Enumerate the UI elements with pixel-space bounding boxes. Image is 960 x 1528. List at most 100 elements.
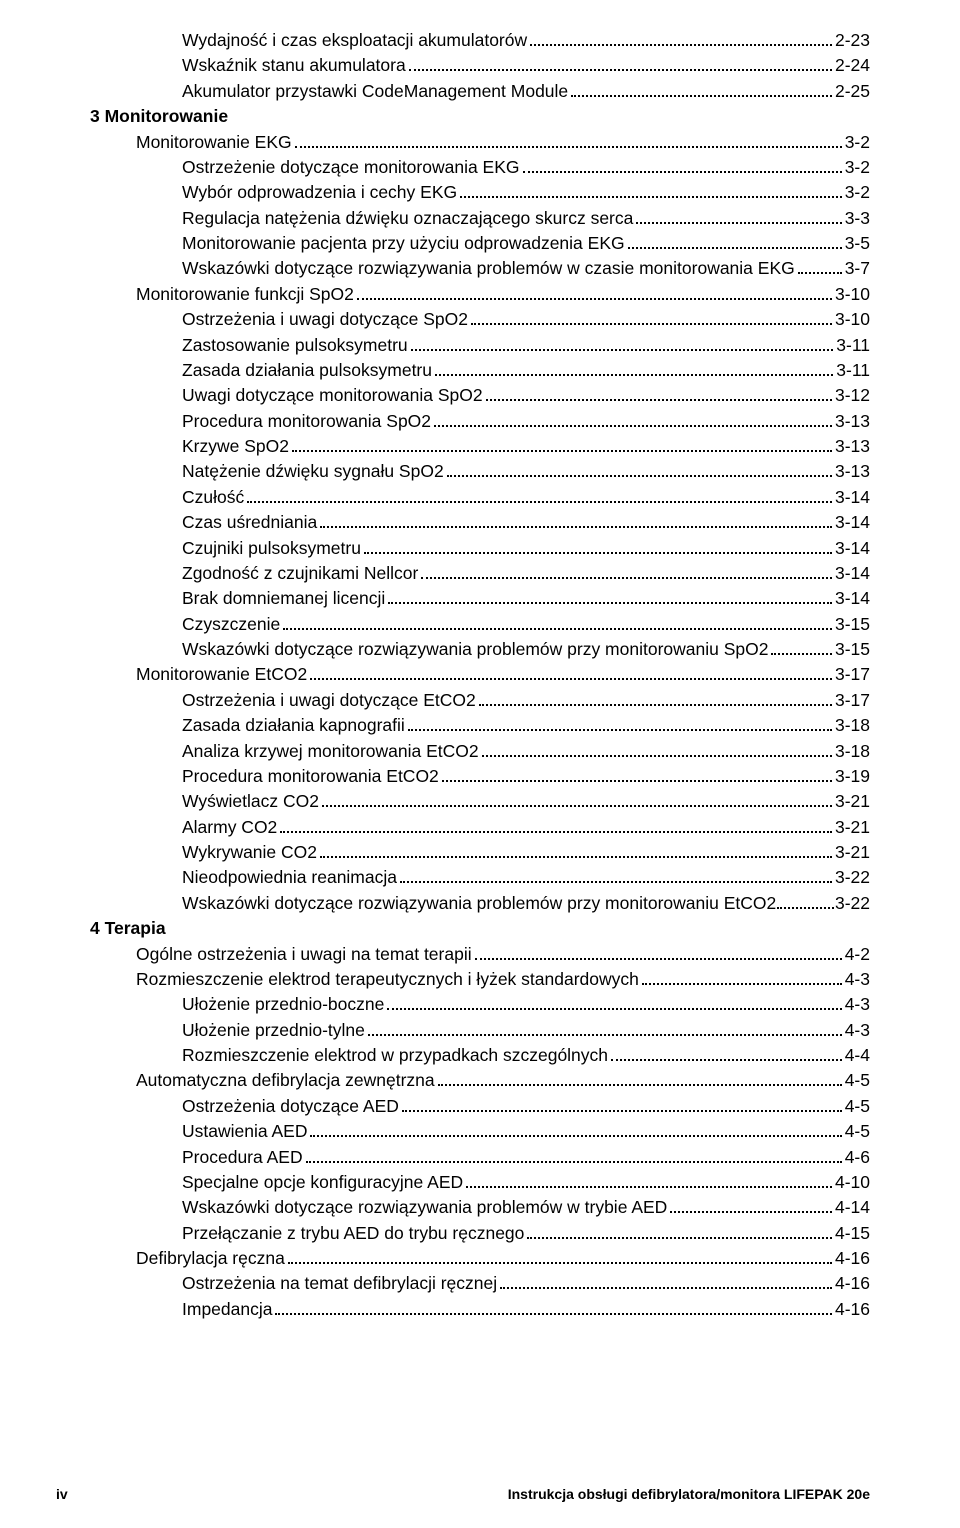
toc-entry: Monitorowanie funkcji SpO2 3-10 bbox=[136, 282, 870, 307]
toc-entry: Procedura monitorowania SpO23-13 bbox=[182, 409, 870, 434]
toc-page-number: 3-5 bbox=[845, 231, 870, 256]
toc-entry: Ostrzeżenia i uwagi dotyczące SpO2 3-10 bbox=[182, 307, 870, 332]
toc-label: Wskazówki dotyczące rozwiązywania proble… bbox=[182, 891, 776, 916]
toc-label: Brak domniemanej licencji bbox=[182, 586, 385, 611]
toc-leader-dots bbox=[442, 780, 832, 782]
toc-page-number: 3-12 bbox=[835, 383, 870, 408]
toc-leader-dots bbox=[628, 247, 842, 249]
toc-label: Ostrzeżenia i uwagi dotyczące EtCO2 bbox=[182, 688, 476, 713]
toc-entry: Natężenie dźwięku sygnału SpO23-13 bbox=[182, 459, 870, 484]
toc-leader-dots bbox=[411, 349, 834, 351]
toc-entry: Alarmy CO2 3-21 bbox=[182, 815, 870, 840]
toc-entry: Krzywe SpO23-13 bbox=[182, 434, 870, 459]
toc-page-number: 4-10 bbox=[835, 1170, 870, 1195]
toc-leader-dots bbox=[611, 1059, 842, 1061]
toc-label: Czas uśredniania bbox=[182, 510, 317, 535]
toc-entry: Defibrylacja ręczna4-16 bbox=[136, 1246, 870, 1271]
toc-leader-dots bbox=[306, 1161, 842, 1163]
toc-leader-dots bbox=[388, 602, 832, 604]
toc-entry: Wydajność i czas eksploatacji akumulator… bbox=[182, 28, 870, 53]
toc-label: Ułożenie przednio-tylne bbox=[182, 1018, 365, 1043]
toc-entry: Uwagi dotyczące monitorowania SpO23-12 bbox=[182, 383, 870, 408]
toc-entry: Rozmieszczenie elektrod terapeutycznych … bbox=[136, 967, 870, 992]
toc-label: Monitorowanie funkcji SpO2 bbox=[136, 282, 354, 307]
toc-page-number: 3-17 bbox=[835, 688, 870, 713]
toc-entry: Wskaźnik stanu akumulatora2-24 bbox=[182, 53, 870, 78]
toc-entry: Zgodność z czujnikami Nellcor3-14 bbox=[182, 561, 870, 586]
toc-page-number: 4-2 bbox=[845, 942, 870, 967]
toc-page-number: 3-14 bbox=[835, 586, 870, 611]
toc-leader-dots bbox=[275, 1313, 831, 1315]
toc-entry: Przełączanie z trybu AED do trybu ręczne… bbox=[182, 1221, 870, 1246]
toc-leader-dots bbox=[280, 831, 832, 833]
toc-entry: Ustawienia AED4-5 bbox=[182, 1119, 870, 1144]
toc-label: Wskaźnik stanu akumulatora bbox=[182, 53, 406, 78]
toc-leader-dots bbox=[288, 1262, 832, 1264]
footer-title: Instrukcja obsługi defibrylatora/monitor… bbox=[508, 1484, 870, 1504]
toc-entry: Ostrzeżenia dotyczące AED4-5 bbox=[182, 1094, 870, 1119]
toc-leader-dots bbox=[527, 1237, 832, 1239]
toc-label: Nieodpowiednia reanimacja bbox=[182, 865, 397, 890]
toc-label: Monitorowanie pacjenta przy użyciu odpro… bbox=[182, 231, 625, 256]
toc-entry: Wykrywanie CO2 3-21 bbox=[182, 840, 870, 865]
toc-label: Zasada działania kapnografii bbox=[182, 713, 405, 738]
toc-leader-dots bbox=[364, 552, 832, 554]
toc-label: Monitorowanie EtCO2 bbox=[136, 662, 307, 687]
toc-page-number: 3-10 bbox=[835, 282, 870, 307]
toc-section-heading: 3 Monitorowanie bbox=[90, 104, 870, 129]
toc-page-number: 2-25 bbox=[835, 79, 870, 104]
toc-page-number: 3-2 bbox=[845, 180, 870, 205]
toc-leader-dots bbox=[408, 729, 832, 731]
toc-page-number: 4-6 bbox=[845, 1145, 870, 1170]
toc-entry: Zasada działania pulsoksymetru3-11 bbox=[182, 358, 870, 383]
toc-leader-dots bbox=[357, 298, 832, 300]
toc-leader-dots bbox=[771, 653, 831, 655]
toc-leader-dots bbox=[466, 1186, 832, 1188]
toc-page-number: 3-15 bbox=[835, 612, 870, 637]
toc-label: 3 Monitorowanie bbox=[90, 106, 228, 126]
toc-page-number: 3-21 bbox=[835, 815, 870, 840]
toc-entry: Wybór odprowadzenia i cechy EKG3-2 bbox=[182, 180, 870, 205]
toc-leader-dots bbox=[777, 907, 834, 909]
toc-label: Krzywe SpO2 bbox=[182, 434, 289, 459]
toc-label: Wyświetlacz CO2 bbox=[182, 789, 319, 814]
toc-label: Specjalne opcje konfiguracyjne AED bbox=[182, 1170, 463, 1195]
toc-leader-dots bbox=[523, 171, 842, 173]
toc-leader-dots bbox=[387, 1008, 841, 1010]
toc-label: Ułożenie przednio-boczne bbox=[182, 992, 384, 1017]
toc-label: Ostrzeżenia i uwagi dotyczące SpO2 bbox=[182, 307, 468, 332]
footer-page-number: iv bbox=[56, 1484, 68, 1504]
toc-page-number: 3-14 bbox=[835, 536, 870, 561]
toc-page-number: 3-21 bbox=[835, 840, 870, 865]
toc-entry: Ostrzeżenie dotyczące monitorowania EKG3… bbox=[182, 155, 870, 180]
toc-entry: Czujniki pulsoksymetru3-14 bbox=[182, 536, 870, 561]
toc-label: Automatyczna defibrylacja zewnętrzna bbox=[136, 1068, 435, 1093]
toc-leader-dots bbox=[434, 425, 832, 427]
toc-label: Wykrywanie CO2 bbox=[182, 840, 317, 865]
toc-label: Wydajność i czas eksploatacji akumulator… bbox=[182, 28, 527, 53]
toc-entry: Procedura monitorowania EtCO23-19 bbox=[182, 764, 870, 789]
toc-leader-dots bbox=[409, 69, 832, 71]
toc-page-number: 3-15 bbox=[835, 637, 870, 662]
toc-entry: Zasada działania kapnografii3-18 bbox=[182, 713, 870, 738]
toc-label: Analiza krzywej monitorowania EtCO2 bbox=[182, 739, 479, 764]
toc-page-number: 3-10 bbox=[835, 307, 870, 332]
toc-leader-dots bbox=[530, 44, 832, 46]
toc-entry: Ostrzeżenia i uwagi dotyczące EtCO2 3-17 bbox=[182, 688, 870, 713]
toc-leader-dots bbox=[636, 222, 841, 224]
toc-leader-dots bbox=[295, 146, 842, 148]
toc-entry: Ułożenie przednio-boczne4-3 bbox=[182, 992, 870, 1017]
toc-label: Impedancja bbox=[182, 1297, 272, 1322]
toc-page-number: 4-4 bbox=[845, 1043, 870, 1068]
toc-label: Defibrylacja ręczna bbox=[136, 1246, 285, 1271]
toc-leader-dots bbox=[421, 577, 832, 579]
toc-label: Alarmy CO2 bbox=[182, 815, 277, 840]
toc-entry: Akumulator przystawki CodeManagement Mod… bbox=[182, 79, 870, 104]
toc-page-number: 3-13 bbox=[835, 459, 870, 484]
toc-label: 4 Terapia bbox=[90, 918, 166, 938]
toc-label: Ogólne ostrzeżenia i uwagi na temat tera… bbox=[136, 942, 472, 967]
toc-label: Wskazówki dotyczące rozwiązywania proble… bbox=[182, 637, 768, 662]
toc-page-number: 3-17 bbox=[835, 662, 870, 687]
toc-leader-dots bbox=[368, 1034, 842, 1036]
toc-entry: Czułość3-14 bbox=[182, 485, 870, 510]
